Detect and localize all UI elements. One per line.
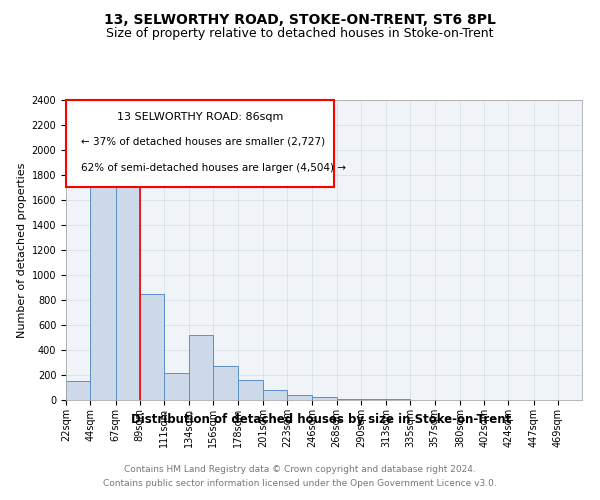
Text: Distribution of detached houses by size in Stoke-on-Trent: Distribution of detached houses by size … [131, 412, 511, 426]
Bar [263, 390, 287, 400]
Text: 13 SELWORTHY ROAD: 86sqm: 13 SELWORTHY ROAD: 86sqm [117, 112, 283, 122]
Text: 13, SELWORTHY ROAD, STOKE-ON-TRENT, ST6 8PL: 13, SELWORTHY ROAD, STOKE-ON-TRENT, ST6 … [104, 12, 496, 26]
Bar [140, 294, 164, 400]
Y-axis label: Number of detached properties: Number of detached properties [17, 162, 28, 338]
Text: ← 37% of detached houses are smaller (2,727): ← 37% of detached houses are smaller (2,… [82, 136, 326, 146]
Bar [287, 395, 313, 400]
Text: Contains public sector information licensed under the Open Government Licence v3: Contains public sector information licen… [103, 479, 497, 488]
Bar [337, 399, 361, 400]
Bar [238, 380, 263, 400]
Text: 62% of semi-detached houses are larger (4,504) →: 62% of semi-detached houses are larger (… [82, 163, 346, 173]
Bar [313, 397, 337, 400]
Bar [214, 366, 238, 400]
Text: Contains HM Land Registry data © Crown copyright and database right 2024.: Contains HM Land Registry data © Crown c… [124, 465, 476, 474]
Bar [90, 156, 116, 400]
Text: Size of property relative to detached houses in Stoke-on-Trent: Size of property relative to detached ho… [106, 28, 494, 40]
Bar [66, 381, 90, 400]
FancyBboxPatch shape [66, 100, 334, 187]
Bar [116, 169, 140, 400]
Bar [164, 372, 189, 400]
Bar [189, 335, 214, 400]
